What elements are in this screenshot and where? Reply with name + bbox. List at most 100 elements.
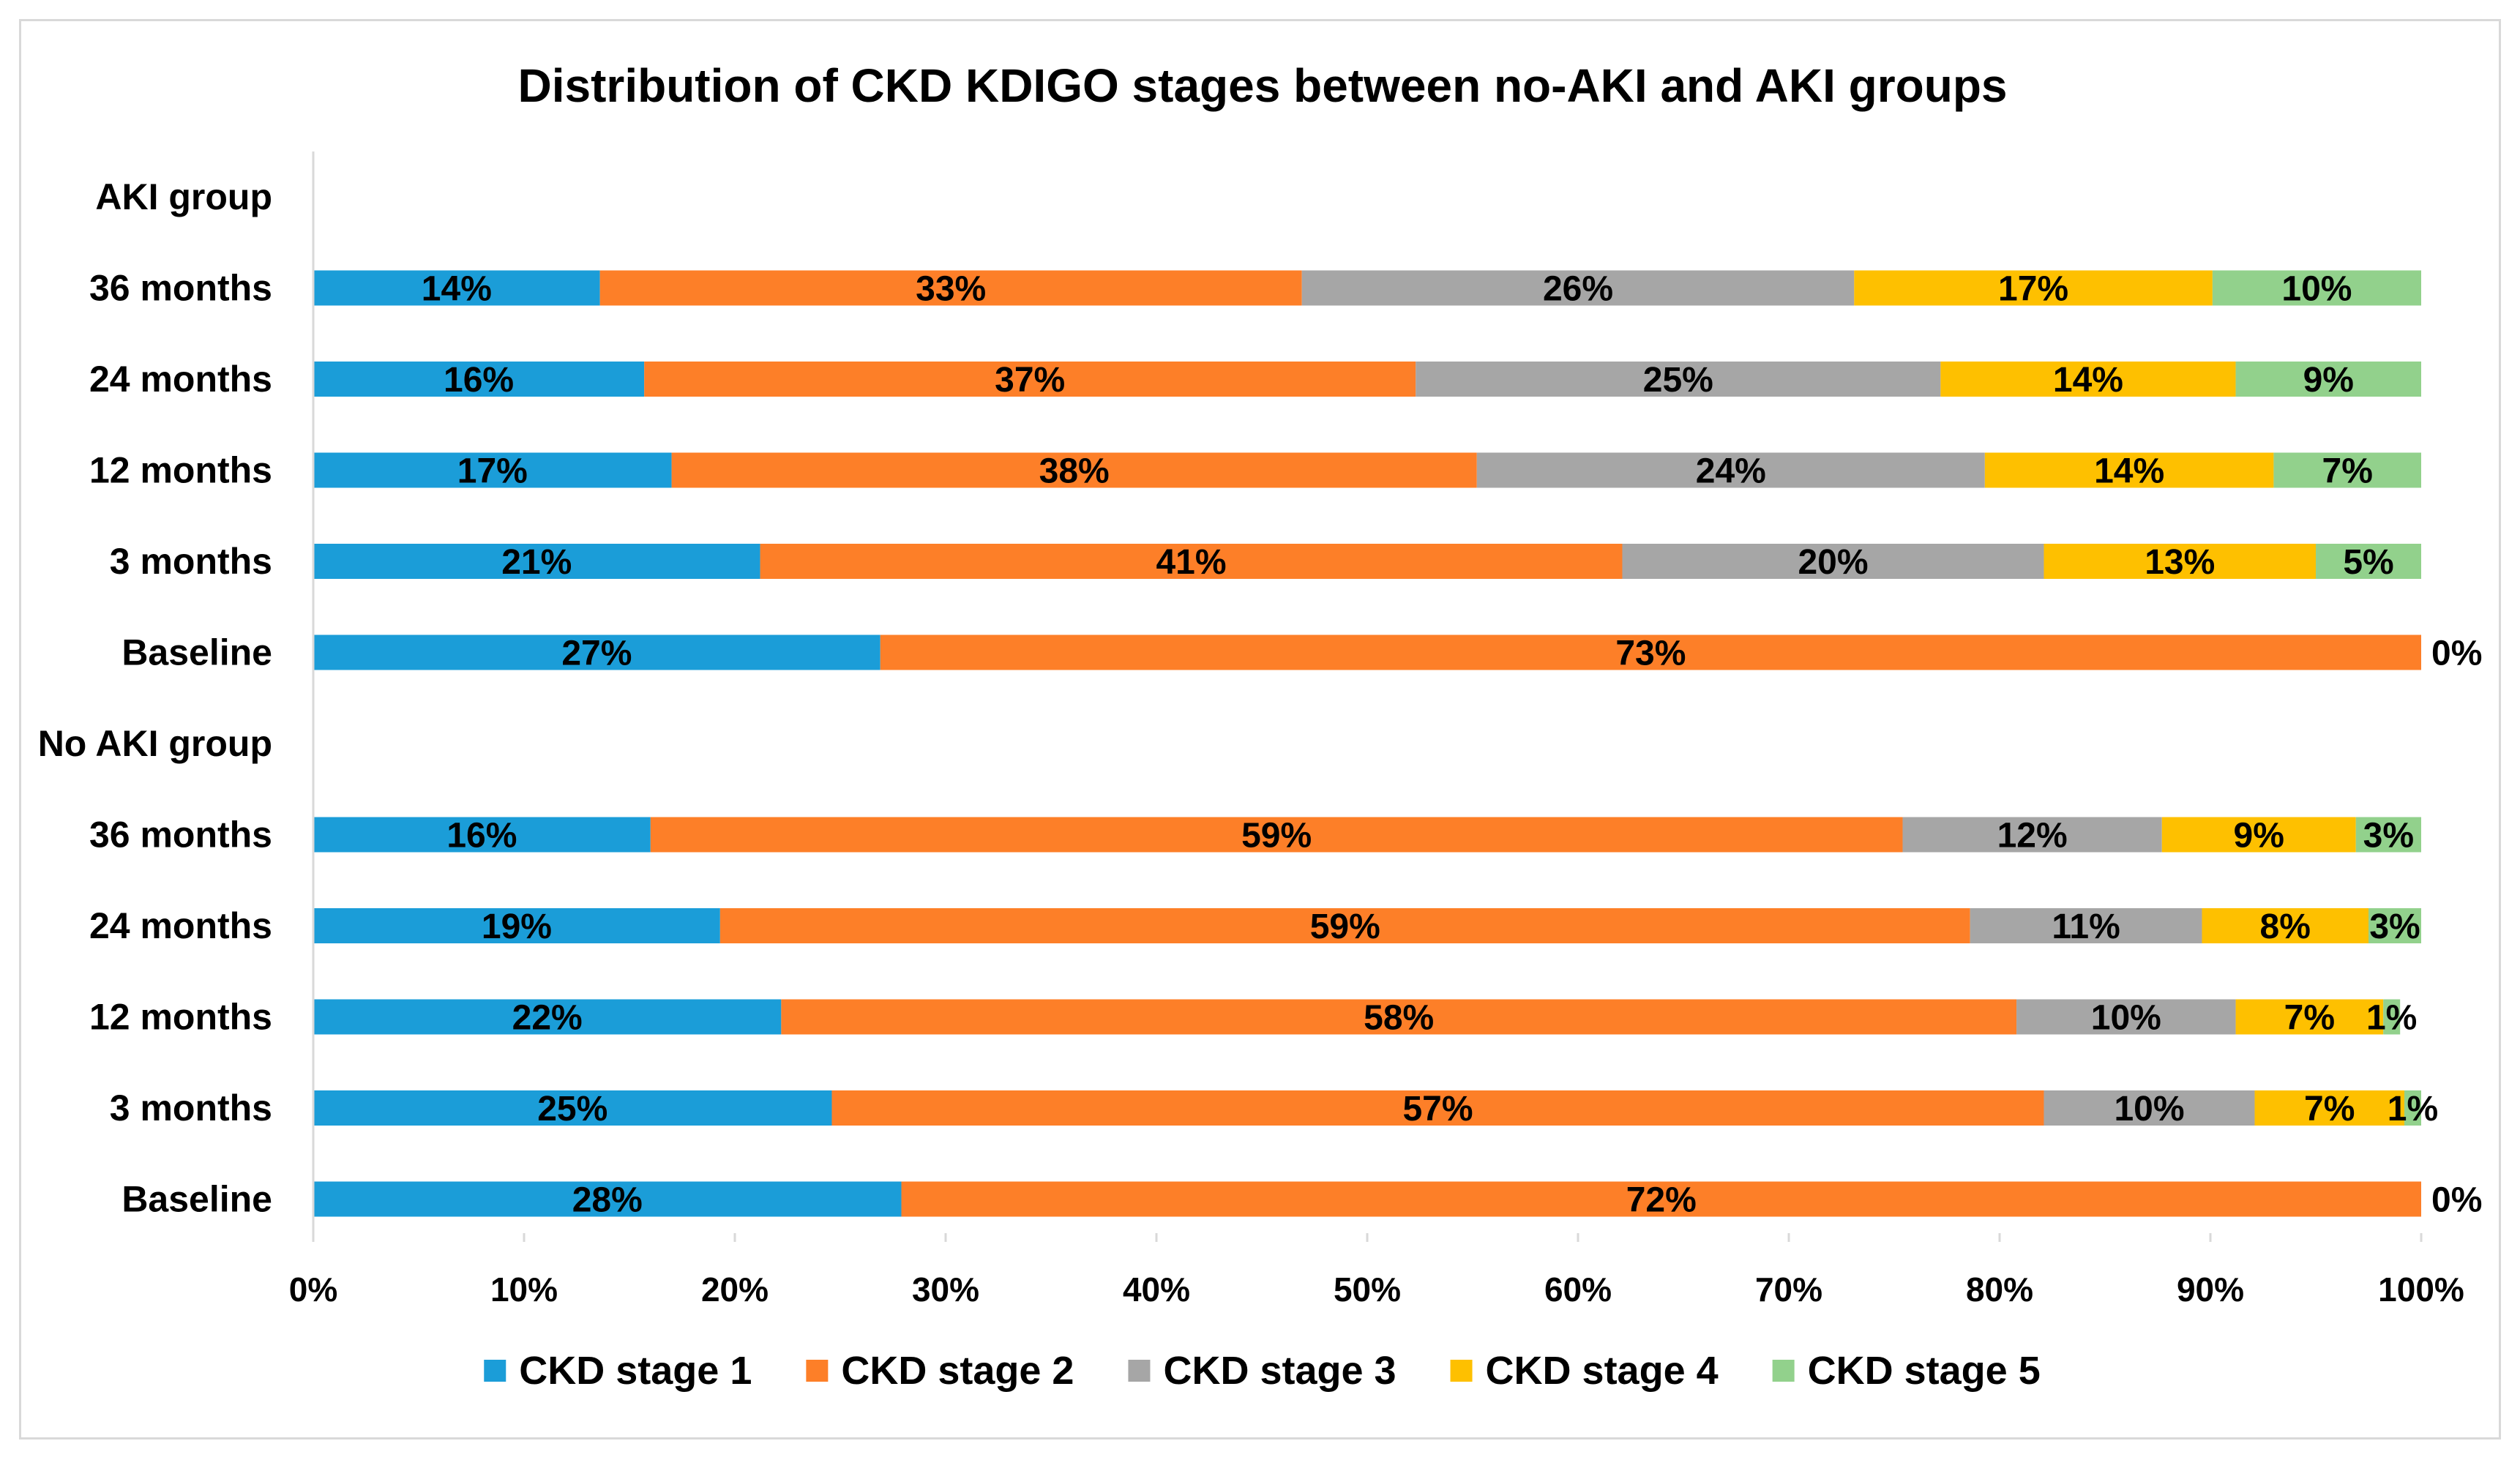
data-label: 1% <box>2388 1090 2438 1128</box>
data-label: 9% <box>2234 817 2284 856</box>
bar-segment <box>880 634 2421 670</box>
x-tick-label: 100% <box>2378 1270 2464 1309</box>
data-label: 13% <box>2145 543 2215 582</box>
category-label: Baseline <box>121 1179 272 1220</box>
legend-swatch <box>1772 1360 1795 1382</box>
data-label: 59% <box>1310 907 1380 946</box>
data-label: 8% <box>2260 907 2311 946</box>
data-label: 27% <box>561 634 632 673</box>
data-label: 38% <box>1039 452 1110 491</box>
category-label: Baseline <box>121 632 272 673</box>
legend-swatch <box>806 1360 829 1382</box>
data-label: 33% <box>916 270 986 309</box>
group-label: No AKI group <box>38 723 272 764</box>
bar-segment <box>2044 544 2316 579</box>
data-label: 14% <box>422 270 492 309</box>
data-label: 0% <box>2431 1181 2482 1220</box>
data-label: 9% <box>2303 361 2354 400</box>
bar-segment <box>313 362 645 397</box>
bar-segment <box>2212 270 2421 306</box>
x-tick-label: 50% <box>1334 1270 1401 1309</box>
data-label: 73% <box>1615 634 1686 673</box>
data-label: 57% <box>1402 1090 1473 1128</box>
bar-segment <box>2202 908 2368 943</box>
bar-segment <box>313 544 760 579</box>
x-tick-label: 10% <box>490 1270 558 1309</box>
legend-label: CKD stage 1 <box>519 1349 752 1393</box>
x-tick-label: 80% <box>1966 1270 2033 1309</box>
bar-segment <box>1970 908 2202 943</box>
data-label: 16% <box>444 361 514 400</box>
bar-segment <box>2016 999 2236 1035</box>
category-label: 3 months <box>110 1087 272 1128</box>
data-label: 7% <box>2322 452 2373 491</box>
data-label: 12% <box>1997 817 2068 856</box>
x-tick-label: 30% <box>912 1270 979 1309</box>
x-tick-label: 70% <box>1755 1270 1822 1309</box>
data-label: 0% <box>2431 634 2482 673</box>
data-label: 10% <box>2281 270 2352 309</box>
category-label: 24 months <box>89 359 272 400</box>
x-tick-label: 90% <box>2177 1270 2244 1309</box>
category-labels: AKI group 36 months 24 months 12 months 3 mo… <box>38 176 272 1220</box>
bar-segment <box>2161 817 2356 853</box>
legend-label: CKD stage 2 <box>841 1349 1074 1393</box>
bar-segment <box>2235 999 2384 1035</box>
bar-segment <box>2273 452 2421 488</box>
bar-segment <box>781 999 2017 1035</box>
data-label: 10% <box>2114 1090 2184 1128</box>
data-label: 37% <box>995 361 1065 400</box>
data-label: 19% <box>482 907 552 946</box>
bar-segment <box>2404 1090 2421 1126</box>
category-label: 12 months <box>89 450 272 491</box>
bar-segment <box>1940 362 2236 397</box>
bar-segment <box>313 999 782 1035</box>
bar-segment <box>2044 1090 2255 1126</box>
bar-segment <box>599 270 1302 306</box>
data-label: 7% <box>2304 1090 2355 1128</box>
group-label: AKI group <box>95 176 272 217</box>
bar-segment <box>719 908 1970 943</box>
data-label: 20% <box>1798 543 1868 582</box>
category-label: 3 months <box>110 541 272 582</box>
x-tick-label: 0% <box>289 1270 337 1309</box>
bar-segment <box>1902 817 2162 853</box>
data-label: 1% <box>2366 999 2417 1038</box>
bar-segment <box>760 544 1623 579</box>
legend-label: CKD stage 5 <box>1808 1349 2041 1393</box>
bar-segment <box>1984 452 2274 488</box>
data-label: 26% <box>1543 270 1613 309</box>
bar-segment <box>650 817 1903 853</box>
bar-segment <box>1416 362 1941 397</box>
data-label: 14% <box>2053 361 2123 400</box>
category-label: 36 months <box>89 815 272 856</box>
data-label: 11% <box>2052 907 2120 946</box>
data-label: 16% <box>446 817 517 856</box>
x-tick-label: 20% <box>701 1270 769 1309</box>
bar-segment <box>313 270 600 306</box>
bar-segment <box>313 634 880 670</box>
x-tick-labels: 0% 10% 20% 30% 40% 50% 60% 70% 80% 90% 100% <box>289 1233 2464 1309</box>
data-label: 10% <box>2091 999 2161 1038</box>
data-label: 72% <box>1626 1181 1697 1220</box>
chart-svg: Distribution of CKD KDIGO stages between… <box>38 59 2483 1393</box>
legend-label: CKD stage 3 <box>1163 1349 1396 1393</box>
data-label: 22% <box>512 999 583 1038</box>
category-label: 12 months <box>89 997 272 1038</box>
x-tick-label: 60% <box>1544 1270 1612 1309</box>
data-label: 25% <box>537 1090 607 1128</box>
data-label: 25% <box>1643 361 1713 400</box>
bar-segment <box>671 452 1477 488</box>
bar-segment <box>1301 270 1855 306</box>
bar-segment <box>313 1090 832 1126</box>
legend-swatch <box>1450 1360 1473 1382</box>
bar-segment <box>2368 908 2421 943</box>
x-tick-label: 40% <box>1123 1270 1190 1309</box>
bar-segment <box>901 1181 2421 1217</box>
data-label: 41% <box>1156 543 1226 582</box>
legend-swatch <box>1128 1360 1151 1382</box>
bar-segment <box>313 817 651 853</box>
bar-segment <box>313 1181 902 1217</box>
bar-segment <box>2235 362 2421 397</box>
legend-swatch <box>484 1360 506 1382</box>
